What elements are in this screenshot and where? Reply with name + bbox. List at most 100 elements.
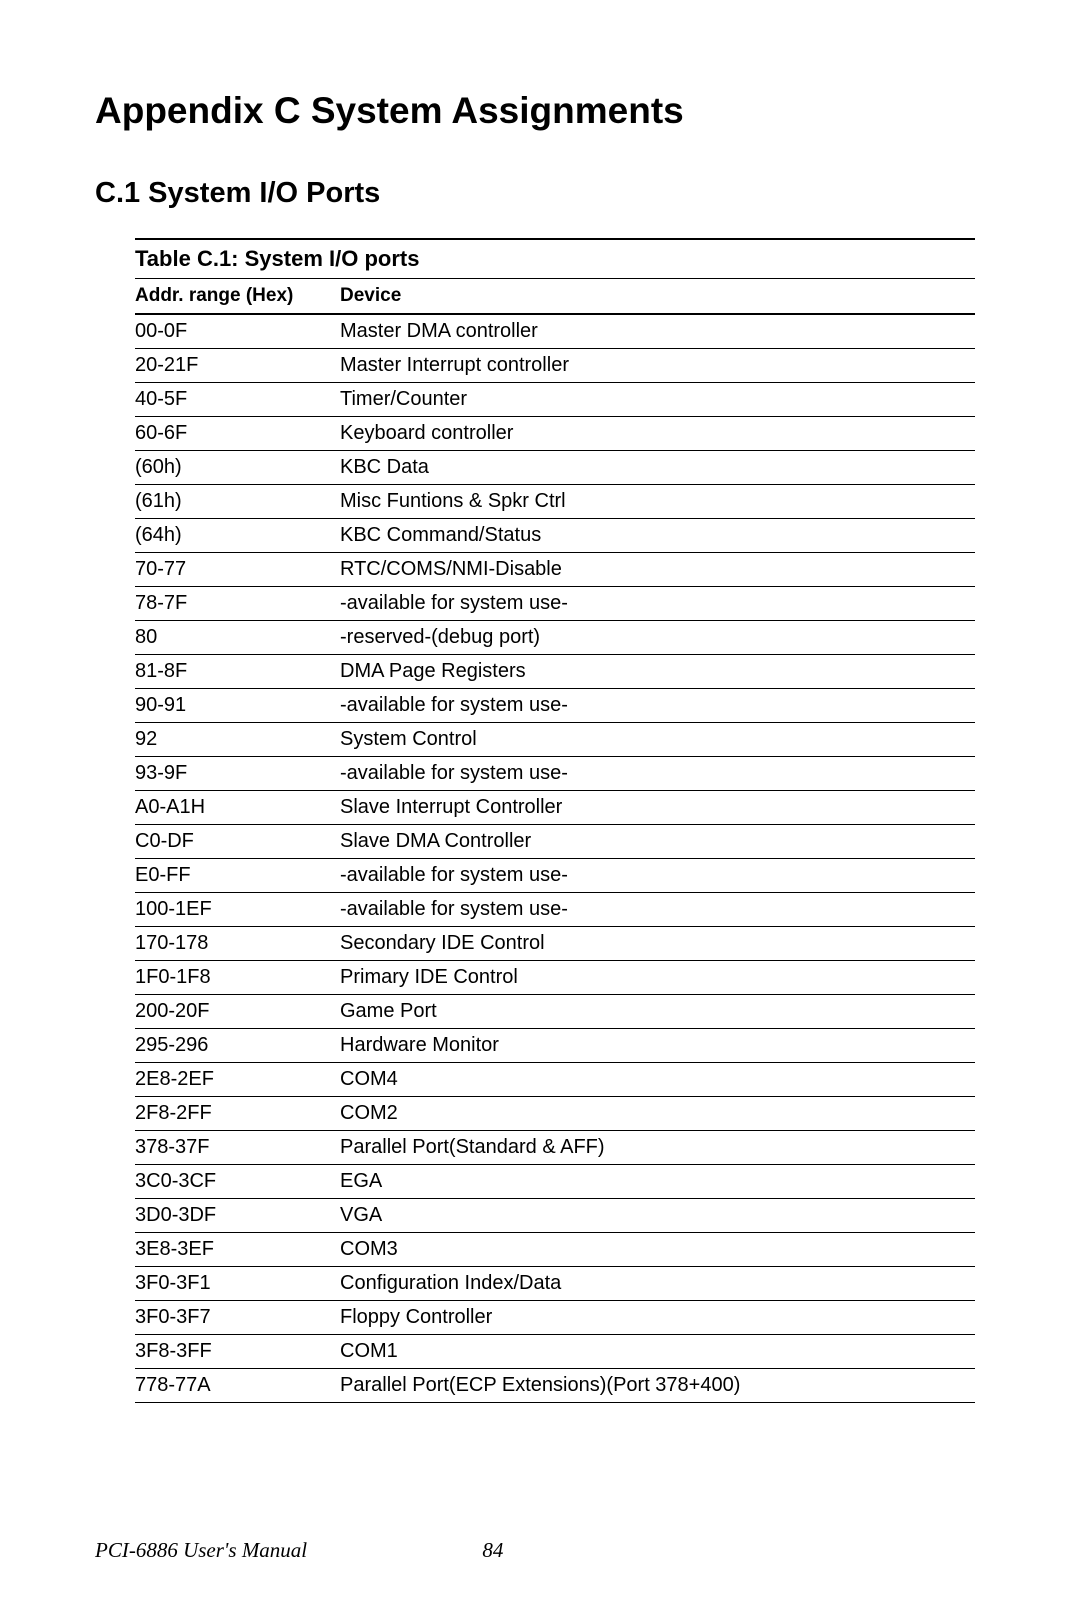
- table-cell-device: KBC Command/Status: [340, 524, 975, 547]
- table-cell-addr: 100-1EF: [135, 898, 340, 921]
- section-title: C.1 System I/O Ports: [95, 177, 985, 210]
- table-row: 1F0-1F8Primary IDE Control: [135, 961, 975, 995]
- table-row: 3D0-3DFVGA: [135, 1199, 975, 1233]
- table-cell-addr: E0-FF: [135, 864, 340, 887]
- table-row: 40-5FTimer/Counter: [135, 383, 975, 417]
- table-title: Table C.1: System I/O ports: [135, 238, 975, 279]
- table-row: 90-91-available for system use-: [135, 689, 975, 723]
- table-cell-device: RTC/COMS/NMI-Disable: [340, 558, 975, 581]
- footer-page-number: 84: [482, 1538, 503, 1563]
- table-cell-addr: 3F8-3FF: [135, 1340, 340, 1363]
- table-cell-addr: 80: [135, 626, 340, 649]
- table-cell-device: -reserved-(debug port): [340, 626, 975, 649]
- table-row: 3E8-3EFCOM3: [135, 1233, 975, 1267]
- table-cell-addr: 295-296: [135, 1034, 340, 1057]
- table-cell-device: Parallel Port(ECP Extensions)(Port 378+4…: [340, 1374, 975, 1397]
- table-cell-device: Game Port: [340, 1000, 975, 1023]
- table-row: 78-7F-available for system use-: [135, 587, 975, 621]
- table-cell-addr: 170-178: [135, 932, 340, 955]
- table-row: A0-A1HSlave Interrupt Controller: [135, 791, 975, 825]
- table-cell-addr: 3D0-3DF: [135, 1204, 340, 1227]
- table-cell-addr: 90-91: [135, 694, 340, 717]
- table-row: 20-21FMaster Interrupt controller: [135, 349, 975, 383]
- table-row: 100-1EF-available for system use-: [135, 893, 975, 927]
- table-cell-device: Hardware Monitor: [340, 1034, 975, 1057]
- table-row: 00-0FMaster DMA controller: [135, 315, 975, 349]
- table-cell-device: -available for system use-: [340, 762, 975, 785]
- table-cell-addr: 3F0-3F7: [135, 1306, 340, 1329]
- table-cell-addr: 81-8F: [135, 660, 340, 683]
- table-header-device: Device: [340, 285, 975, 307]
- table-cell-device: COM3: [340, 1238, 975, 1261]
- table-row: E0-FF-available for system use-: [135, 859, 975, 893]
- table-row: 2E8-2EFCOM4: [135, 1063, 975, 1097]
- table-cell-device: -available for system use-: [340, 864, 975, 887]
- table-cell-device: Floppy Controller: [340, 1306, 975, 1329]
- table-cell-addr: 78-7F: [135, 592, 340, 615]
- page-footer: PCI-6886 User's Manual 84: [95, 1538, 503, 1563]
- table-row: 92System Control: [135, 723, 975, 757]
- table-cell-addr: 92: [135, 728, 340, 751]
- footer-manual-title: PCI-6886 User's Manual: [95, 1538, 307, 1563]
- table-row: (64h)KBC Command/Status: [135, 519, 975, 553]
- table-row: 378-37FParallel Port(Standard & AFF): [135, 1131, 975, 1165]
- table-row: 93-9F-available for system use-: [135, 757, 975, 791]
- table-cell-addr: 70-77: [135, 558, 340, 581]
- table-cell-addr: 378-37F: [135, 1136, 340, 1159]
- table-cell-device: Timer/Counter: [340, 388, 975, 411]
- table-row: 60-6FKeyboard controller: [135, 417, 975, 451]
- table-cell-addr: 60-6F: [135, 422, 340, 445]
- table-row: 778-77AParallel Port(ECP Extensions)(Por…: [135, 1369, 975, 1403]
- table-row: 295-296Hardware Monitor: [135, 1029, 975, 1063]
- table-cell-addr: 20-21F: [135, 354, 340, 377]
- table-cell-device: KBC Data: [340, 456, 975, 479]
- table-cell-addr: (64h): [135, 524, 340, 547]
- table-cell-device: Parallel Port(Standard & AFF): [340, 1136, 975, 1159]
- table-cell-device: VGA: [340, 1204, 975, 1227]
- table-cell-addr: (61h): [135, 490, 340, 513]
- table-cell-addr: 3C0-3CF: [135, 1170, 340, 1193]
- table-cell-device: Keyboard controller: [340, 422, 975, 445]
- table-cell-device: DMA Page Registers: [340, 660, 975, 683]
- table-row: 3F8-3FFCOM1: [135, 1335, 975, 1369]
- table-cell-addr: 3F0-3F1: [135, 1272, 340, 1295]
- table-row: 3C0-3CFEGA: [135, 1165, 975, 1199]
- table-cell-device: COM2: [340, 1102, 975, 1125]
- table-cell-device: Misc Funtions & Spkr Ctrl: [340, 490, 975, 513]
- table-body: 00-0FMaster DMA controller20-21FMaster I…: [135, 315, 975, 1403]
- io-ports-table: Table C.1: System I/O ports Addr. range …: [135, 238, 975, 1403]
- table-cell-addr: 00-0F: [135, 320, 340, 343]
- table-row: 80-reserved-(debug port): [135, 621, 975, 655]
- table-header-addr: Addr. range (Hex): [135, 285, 340, 307]
- appendix-title: Appendix C System Assignments: [95, 90, 985, 132]
- table-cell-device: COM4: [340, 1068, 975, 1091]
- table-cell-device: Master Interrupt controller: [340, 354, 975, 377]
- table-cell-device: Configuration Index/Data: [340, 1272, 975, 1295]
- table-cell-device: Slave Interrupt Controller: [340, 796, 975, 819]
- table-row: 200-20FGame Port: [135, 995, 975, 1029]
- table-row: 170-178Secondary IDE Control: [135, 927, 975, 961]
- table-header: Addr. range (Hex) Device: [135, 279, 975, 315]
- table-cell-addr: 93-9F: [135, 762, 340, 785]
- table-row: 70-77RTC/COMS/NMI-Disable: [135, 553, 975, 587]
- table-row: 2F8-2FFCOM2: [135, 1097, 975, 1131]
- table-cell-device: Secondary IDE Control: [340, 932, 975, 955]
- table-row: C0-DFSlave DMA Controller: [135, 825, 975, 859]
- table-cell-device: EGA: [340, 1170, 975, 1193]
- table-cell-addr: 2F8-2FF: [135, 1102, 340, 1125]
- table-cell-addr: 3E8-3EF: [135, 1238, 340, 1261]
- table-row: (60h)KBC Data: [135, 451, 975, 485]
- table-row: 3F0-3F7Floppy Controller: [135, 1301, 975, 1335]
- table-cell-device: Slave DMA Controller: [340, 830, 975, 853]
- table-cell-addr: 2E8-2EF: [135, 1068, 340, 1091]
- table-cell-addr: 200-20F: [135, 1000, 340, 1023]
- table-cell-addr: A0-A1H: [135, 796, 340, 819]
- table-cell-device: -available for system use-: [340, 694, 975, 717]
- table-cell-addr: (60h): [135, 456, 340, 479]
- table-row: 3F0-3F1Configuration Index/Data: [135, 1267, 975, 1301]
- table-row: 81-8FDMA Page Registers: [135, 655, 975, 689]
- table-cell-addr: 778-77A: [135, 1374, 340, 1397]
- table-cell-device: Master DMA controller: [340, 320, 975, 343]
- table-cell-device: System Control: [340, 728, 975, 751]
- table-row: (61h)Misc Funtions & Spkr Ctrl: [135, 485, 975, 519]
